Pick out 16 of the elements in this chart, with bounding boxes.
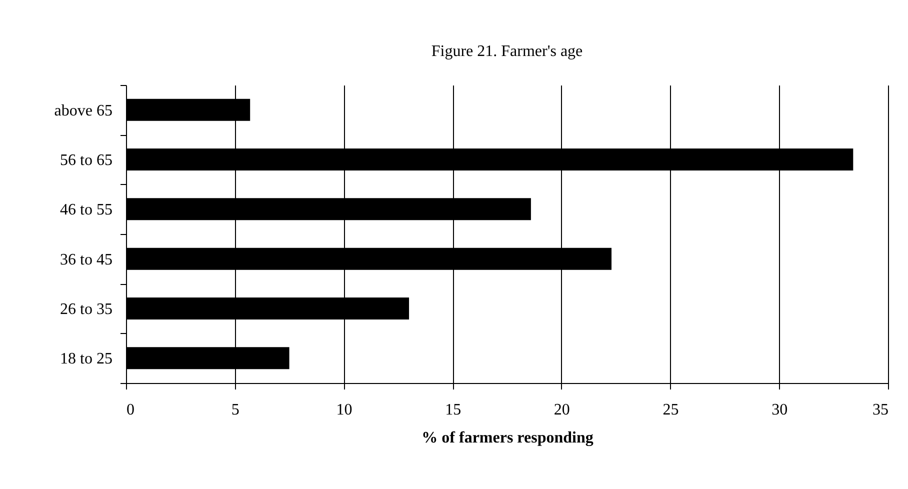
x-tick-label: 0 bbox=[126, 402, 134, 418]
x-tick-label: 25 bbox=[662, 402, 679, 418]
y-tick-label: 26 to 35 bbox=[60, 301, 112, 318]
chart-title: Figure 21. Farmer's age bbox=[431, 43, 583, 60]
x-tick-label: 30 bbox=[772, 402, 788, 418]
x-tick-label: 20 bbox=[554, 402, 570, 418]
x-tick-label: 5 bbox=[231, 402, 240, 418]
y-tick-label: 56 to 65 bbox=[60, 152, 112, 169]
x-tick-label: 35 bbox=[872, 402, 888, 418]
y-tick-label: 36 to 45 bbox=[60, 251, 112, 268]
y-tick-label: 46 to 55 bbox=[60, 202, 112, 219]
y-tick-label: above 65 bbox=[54, 102, 112, 120]
x-tick-label: 15 bbox=[445, 402, 462, 418]
x-axis-title: % of farmers responding bbox=[422, 430, 594, 446]
y-tick-label: 18 to 25 bbox=[60, 350, 112, 368]
x-tick-label: 10 bbox=[336, 402, 352, 418]
